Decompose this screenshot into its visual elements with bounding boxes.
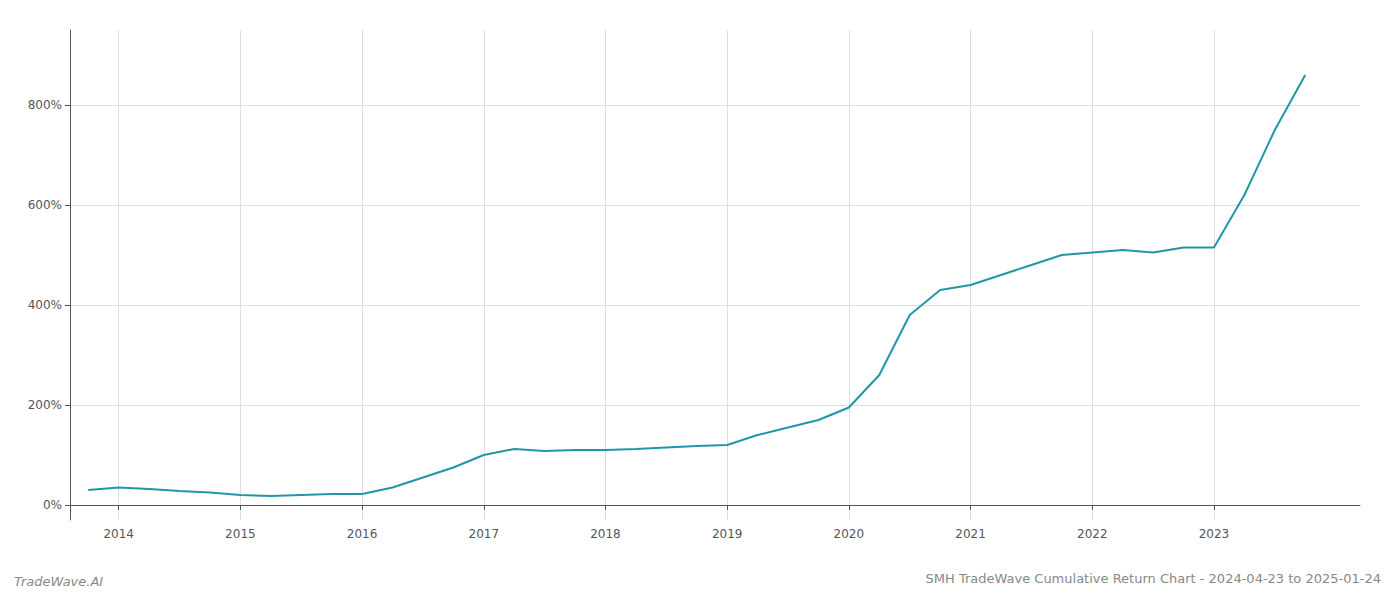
svg-text:2020: 2020 xyxy=(834,527,865,541)
svg-text:2019: 2019 xyxy=(712,527,743,541)
svg-text:2023: 2023 xyxy=(1199,527,1230,541)
svg-text:2021: 2021 xyxy=(955,527,986,541)
svg-text:2017: 2017 xyxy=(469,527,500,541)
svg-text:TradeWave.AI: TradeWave.AI xyxy=(14,574,103,589)
svg-text:SMH TradeWave Cumulative Retur: SMH TradeWave Cumulative Return Chart - … xyxy=(926,571,1381,586)
svg-text:2022: 2022 xyxy=(1077,527,1108,541)
svg-text:2018: 2018 xyxy=(590,527,621,541)
svg-text:2015: 2015 xyxy=(225,527,256,541)
svg-text:0%: 0% xyxy=(43,498,62,512)
svg-text:2014: 2014 xyxy=(103,527,134,541)
svg-text:400%: 400% xyxy=(28,298,62,312)
svg-text:200%: 200% xyxy=(28,398,62,412)
svg-text:800%: 800% xyxy=(28,98,62,112)
svg-text:2016: 2016 xyxy=(347,527,378,541)
svg-text:600%: 600% xyxy=(28,198,62,212)
